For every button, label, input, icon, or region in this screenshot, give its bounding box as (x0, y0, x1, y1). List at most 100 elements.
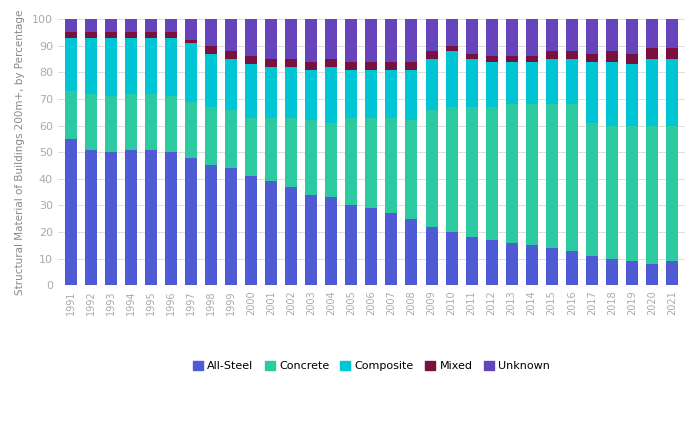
Bar (646, 48, 658, 59)
Bar (305, 120, 317, 195)
Bar (225, 110, 237, 168)
Bar (85, 38, 97, 94)
Bar (505, 62, 518, 104)
Bar (586, 123, 598, 256)
Bar (666, 126, 678, 261)
Bar (265, 59, 277, 67)
Bar (305, 195, 317, 286)
Bar (85, 32, 97, 38)
Bar (426, 19, 438, 51)
Bar (85, 149, 97, 286)
Bar (145, 149, 157, 286)
Bar (65, 139, 77, 286)
Bar (305, 70, 317, 120)
Bar (105, 96, 117, 152)
Bar (466, 53, 477, 59)
Bar (486, 240, 498, 286)
Bar (606, 62, 618, 126)
Bar (586, 62, 598, 123)
Bar (365, 19, 377, 62)
Bar (626, 53, 638, 64)
Bar (245, 57, 257, 64)
Bar (245, 117, 257, 176)
Legend: All-Steel, Concrete, Composite, Mixed, Unknown: All-Steel, Concrete, Composite, Mixed, U… (190, 357, 554, 374)
Bar (505, 243, 518, 286)
Bar (265, 181, 277, 286)
Bar (445, 232, 458, 286)
Bar (185, 102, 197, 158)
Bar (225, 19, 237, 51)
Bar (205, 53, 217, 107)
Bar (326, 19, 337, 59)
Bar (125, 38, 137, 94)
Bar (225, 168, 237, 286)
Bar (466, 19, 477, 53)
Bar (505, 57, 518, 62)
Bar (405, 120, 417, 219)
Bar (386, 19, 398, 62)
Bar (285, 117, 298, 187)
Bar (205, 19, 217, 46)
Bar (85, 94, 97, 149)
Bar (626, 64, 638, 126)
Bar (386, 213, 398, 286)
Bar (486, 19, 498, 57)
Bar (586, 19, 598, 53)
Bar (386, 117, 398, 213)
Bar (305, 19, 317, 62)
Bar (546, 51, 558, 59)
Bar (566, 19, 578, 51)
Bar (165, 152, 177, 286)
Bar (365, 117, 377, 208)
Bar (466, 237, 477, 286)
Bar (546, 248, 558, 286)
Bar (165, 38, 177, 96)
Bar (486, 107, 498, 240)
Bar (486, 57, 498, 62)
Y-axis label: Structural Material of Buildings 200m+, by Percentage: Structural Material of Buildings 200m+, … (15, 10, 25, 295)
Bar (345, 70, 358, 117)
Bar (466, 107, 477, 237)
Bar (546, 19, 558, 51)
Bar (666, 59, 678, 126)
Bar (165, 96, 177, 152)
Bar (285, 19, 298, 59)
Bar (65, 91, 77, 139)
Bar (426, 110, 438, 227)
Bar (566, 51, 578, 59)
Bar (225, 59, 237, 110)
Bar (646, 59, 658, 126)
Bar (566, 104, 578, 251)
Bar (265, 19, 277, 59)
Bar (265, 67, 277, 117)
Bar (345, 205, 358, 286)
Bar (546, 59, 558, 104)
Bar (205, 107, 217, 166)
Bar (526, 57, 538, 62)
Bar (405, 219, 417, 286)
Bar (445, 46, 458, 51)
Bar (105, 38, 117, 96)
Bar (606, 51, 618, 62)
Bar (105, 32, 117, 38)
Bar (125, 94, 137, 149)
Bar (386, 70, 398, 117)
Bar (326, 198, 337, 286)
Bar (125, 149, 137, 286)
Bar (365, 208, 377, 286)
Bar (405, 70, 417, 120)
Bar (426, 59, 438, 110)
Bar (265, 117, 277, 181)
Bar (566, 59, 578, 104)
Bar (245, 176, 257, 286)
Bar (486, 62, 498, 107)
Bar (445, 19, 458, 46)
Bar (285, 67, 298, 117)
Bar (526, 62, 538, 104)
Bar (586, 53, 598, 62)
Bar (386, 62, 398, 70)
Bar (445, 107, 458, 232)
Bar (345, 19, 358, 62)
Bar (666, 48, 678, 59)
Bar (125, 19, 137, 32)
